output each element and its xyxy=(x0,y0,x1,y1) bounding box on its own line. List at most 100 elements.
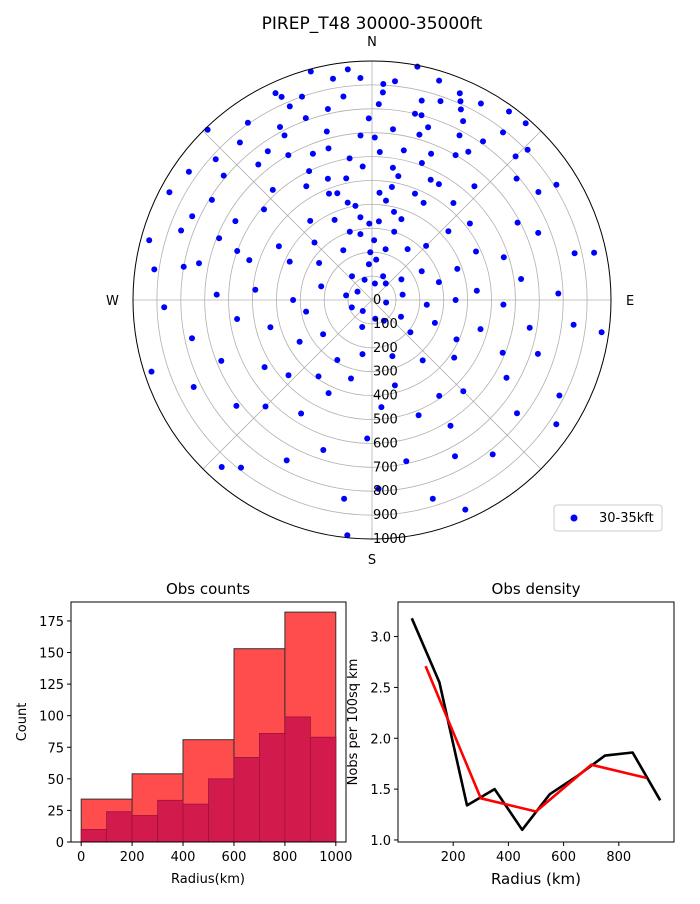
scatter-point xyxy=(376,189,383,196)
scatter-point xyxy=(412,110,418,117)
scatter-point xyxy=(450,200,457,206)
scatter-point xyxy=(330,75,336,82)
scatter-point xyxy=(303,308,310,315)
scatter-point xyxy=(514,410,520,417)
density-ytick-label: 1.0 xyxy=(370,834,391,849)
scatter-point xyxy=(435,279,442,286)
scatter-point xyxy=(196,260,202,267)
scatter-point xyxy=(325,145,332,152)
radial-tick-label: 400 xyxy=(373,389,398,404)
scatter-point xyxy=(522,120,529,127)
scatter-point xyxy=(436,77,443,84)
scatter-point xyxy=(391,208,397,215)
scatter-point xyxy=(460,388,467,395)
scatter-point xyxy=(359,163,366,170)
legend-label: 30-35kft xyxy=(599,511,654,526)
scatter-point xyxy=(427,176,434,183)
scatter-point xyxy=(389,164,396,171)
scatter-point xyxy=(340,93,347,100)
scatter-point xyxy=(261,206,267,213)
scatter-point xyxy=(299,93,305,100)
scatter-point xyxy=(371,280,378,287)
scatter-point xyxy=(375,101,382,108)
scatter-point xyxy=(371,237,378,244)
scatter-point xyxy=(146,237,153,244)
hist-bar-fine xyxy=(233,757,260,843)
scatter-point xyxy=(148,368,155,375)
radial-tick-label: 500 xyxy=(373,413,398,428)
scatter-point xyxy=(246,257,253,264)
scatter-point xyxy=(296,338,303,345)
scatter-point xyxy=(218,464,225,470)
scatter-point xyxy=(178,227,185,234)
scatter-point xyxy=(416,131,423,138)
hist-bar-fine xyxy=(309,736,337,843)
scatter-point xyxy=(283,457,290,464)
hist-ytick-label: 150 xyxy=(39,647,64,662)
hist-bar-fine xyxy=(258,733,286,843)
scatter-point xyxy=(391,382,398,389)
scatter-point xyxy=(431,319,438,326)
scatter-point xyxy=(365,115,372,122)
scatter-point xyxy=(451,354,458,361)
scatter-point xyxy=(303,183,310,190)
density-title: Obs density xyxy=(492,580,581,598)
scatter-point xyxy=(216,235,223,242)
scatter-point xyxy=(500,254,507,261)
scatter-point xyxy=(454,265,461,272)
scatter-point xyxy=(429,495,436,502)
scatter-point xyxy=(315,373,322,380)
scatter-point xyxy=(326,190,332,197)
hist-ytick-label: 100 xyxy=(39,710,64,725)
scatter-point xyxy=(379,89,386,96)
scatter-point xyxy=(262,403,269,410)
scatter-point xyxy=(383,299,390,306)
scatter-point xyxy=(465,148,472,155)
scatter-point xyxy=(553,181,560,188)
hist-bar-fine xyxy=(284,716,311,843)
density-ytick-label: 1.5 xyxy=(370,783,391,798)
scatter-point xyxy=(233,402,240,409)
polar-grid xyxy=(133,61,611,539)
scatter-point xyxy=(480,138,486,145)
scatter-point xyxy=(452,297,459,303)
scatter-point xyxy=(359,308,366,314)
scatter-point xyxy=(344,532,351,539)
scatter-point xyxy=(307,217,314,224)
density-ytick-label: 2.5 xyxy=(370,681,391,696)
scatter-point xyxy=(378,404,385,411)
hist-frame xyxy=(70,601,347,843)
hist-ytick-label: 75 xyxy=(47,741,64,756)
scatter-point xyxy=(447,422,454,429)
scatter-point xyxy=(535,189,542,195)
scatter-point xyxy=(161,304,168,311)
scatter-point xyxy=(213,291,220,298)
hist-bars xyxy=(80,611,337,843)
scatter-point xyxy=(272,90,279,97)
scatter-point xyxy=(218,357,225,364)
scatter-point xyxy=(255,161,262,168)
scatter-point xyxy=(518,276,525,282)
density-ytick-label: 2.0 xyxy=(370,732,391,747)
hist-xtick-label: 600 xyxy=(222,850,247,865)
scatter-point xyxy=(452,152,459,159)
scatter-point xyxy=(252,286,259,293)
scatter-point xyxy=(456,90,463,97)
radial-tick-label: 200 xyxy=(373,341,398,356)
hist-bar-fine xyxy=(182,803,209,843)
polar-plot: N E S W 0 100 200 300 400 500 600 700 800 900 1000… xyxy=(106,35,663,568)
scatter-point xyxy=(457,98,464,105)
scatter-point xyxy=(477,100,484,107)
scatter-point xyxy=(499,349,506,356)
scatter-point xyxy=(570,321,577,328)
hist-bar-fine xyxy=(208,778,235,843)
scatter-point xyxy=(382,246,389,253)
scatter-point xyxy=(500,129,506,136)
scatter-point xyxy=(435,181,442,188)
scatter-point xyxy=(352,202,359,209)
scatter-point xyxy=(456,132,463,139)
scatter-point xyxy=(388,184,395,190)
scatter-point xyxy=(361,276,368,283)
scatter-point xyxy=(357,214,364,221)
scatter-point xyxy=(367,249,374,256)
